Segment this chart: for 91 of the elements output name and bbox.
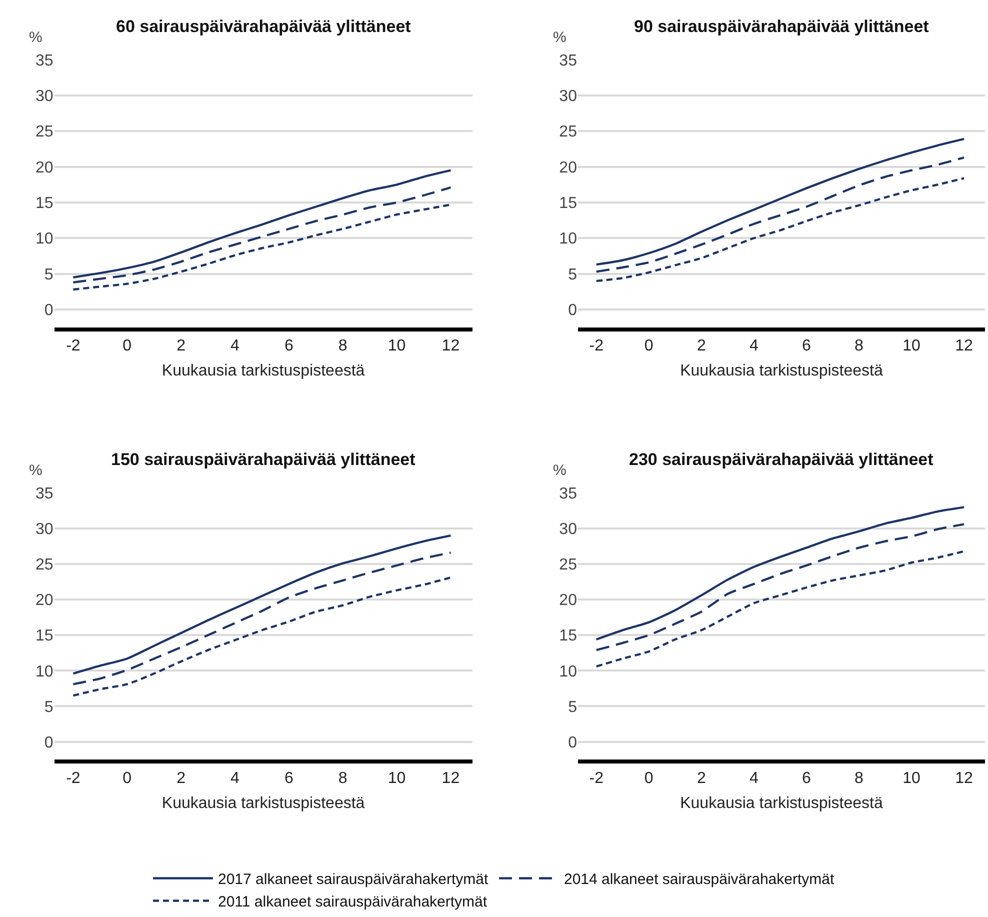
line-series xyxy=(72,552,452,686)
x-tick-label: 8 xyxy=(854,770,864,787)
x-axis-title: Kuukausia tarkistuspisteestä xyxy=(680,362,883,380)
y-tick-label: 10 xyxy=(559,230,578,248)
x-tick-label: -2 xyxy=(589,770,604,787)
y-axis-title: % xyxy=(29,29,42,46)
y-tick-label: 15 xyxy=(36,195,54,212)
legend-label: 2011 alkaneet sairauspäivärahakertymät xyxy=(218,894,488,911)
x-tick-label: 8 xyxy=(854,338,864,355)
y-tick-label: 30 xyxy=(559,88,578,106)
y-tick-label: 10 xyxy=(36,663,54,680)
x-tick-label: 10 xyxy=(902,338,920,355)
line-series xyxy=(595,138,966,266)
x-tick-label: 4 xyxy=(749,770,758,787)
chart-title: 60 sairauspäivärahapäivää ylittäneet xyxy=(116,17,412,36)
x-tick-label: 12 xyxy=(955,338,974,355)
x-axis-title: Kuukausia tarkistuspisteestä xyxy=(162,794,365,812)
chart-title: 230 sairauspäivärahapäivää ylittäneet xyxy=(629,450,934,469)
line-series xyxy=(72,204,452,291)
x-tick-label: 0 xyxy=(122,338,132,355)
y-tick-label: 10 xyxy=(36,230,54,248)
chart-title: 90 sairauspäivärahapäivää ylittäneet xyxy=(634,17,930,36)
x-tick-label: 2 xyxy=(176,338,186,355)
y-tick-label: 5 xyxy=(568,698,578,716)
line-series xyxy=(595,523,966,652)
line-series xyxy=(595,156,966,273)
legend-label: 2017 alkaneet sairauspäivärahakertymät xyxy=(218,871,489,888)
y-tick-label: 0 xyxy=(568,734,578,752)
x-tick-label: -2 xyxy=(66,770,80,787)
x-axis-title: Kuukausia tarkistuspisteestä xyxy=(680,794,883,812)
y-tick-label: 20 xyxy=(559,159,578,176)
y-tick-label: 25 xyxy=(559,556,578,574)
line-series xyxy=(595,177,966,282)
y-axis-title: % xyxy=(29,462,42,479)
x-tick-label: -2 xyxy=(589,338,604,355)
x-tick-label: 6 xyxy=(284,338,294,355)
line-series xyxy=(72,186,452,284)
y-tick-label: 20 xyxy=(36,592,54,610)
y-tick-label: 20 xyxy=(559,592,578,610)
y-tick-label: 25 xyxy=(36,556,54,574)
y-axis-title: % xyxy=(553,29,566,46)
x-tick-label: 8 xyxy=(338,338,348,355)
x-tick-label: 2 xyxy=(696,338,706,355)
x-tick-label: 6 xyxy=(802,338,812,355)
y-tick-label: 25 xyxy=(559,124,578,141)
x-tick-label: 0 xyxy=(644,770,654,787)
y-tick-label: 30 xyxy=(36,521,54,538)
y-axis-title: % xyxy=(553,462,566,479)
y-tick-label: 35 xyxy=(36,52,54,70)
line-series xyxy=(72,169,452,278)
y-tick-label: 35 xyxy=(559,486,578,503)
y-tick-label: 0 xyxy=(44,302,54,320)
y-tick-label: 30 xyxy=(559,521,578,538)
y-tick-label: 30 xyxy=(36,88,54,106)
x-tick-label: 8 xyxy=(338,770,348,787)
line-series xyxy=(72,576,452,697)
y-tick-label: 35 xyxy=(36,486,54,503)
y-tick-label: 15 xyxy=(36,628,54,645)
y-tick-label: 25 xyxy=(36,124,54,141)
x-tick-label: 4 xyxy=(230,770,240,787)
y-tick-label: 35 xyxy=(559,52,578,70)
y-tick-label: 10 xyxy=(559,663,578,680)
y-tick-label: 5 xyxy=(568,266,578,284)
line-series xyxy=(595,550,966,668)
x-tick-label: 10 xyxy=(388,338,406,355)
y-tick-label: 0 xyxy=(568,302,578,320)
x-tick-label: 4 xyxy=(230,338,240,355)
y-tick-label: 20 xyxy=(36,159,54,176)
x-tick-label: 0 xyxy=(122,770,132,787)
x-tick-label: 6 xyxy=(802,770,812,787)
x-tick-label: 4 xyxy=(749,338,758,355)
x-tick-label: 0 xyxy=(644,338,654,355)
x-tick-label: 12 xyxy=(442,338,460,355)
x-tick-label: 10 xyxy=(388,770,406,787)
x-tick-label: 10 xyxy=(902,770,920,787)
x-tick-label: 2 xyxy=(696,770,706,787)
y-tick-label: 5 xyxy=(44,266,54,284)
x-tick-label: -2 xyxy=(66,338,80,355)
y-tick-label: 0 xyxy=(44,734,54,752)
line-series xyxy=(595,506,966,641)
x-tick-label: 12 xyxy=(442,770,460,787)
chart-title: 150 sairauspäivärahapäivää ylittäneet xyxy=(111,450,416,469)
x-tick-label: 2 xyxy=(176,770,186,787)
x-axis-title: Kuukausia tarkistuspisteestä xyxy=(162,362,365,380)
y-tick-label: 5 xyxy=(44,698,54,716)
legend-label: 2014 alkaneet sairauspäivärahakertymät xyxy=(564,871,835,888)
line-series xyxy=(72,534,452,675)
y-tick-label: 15 xyxy=(559,195,578,212)
x-tick-label: 12 xyxy=(955,770,974,787)
x-tick-label: 6 xyxy=(284,770,294,787)
y-tick-label: 15 xyxy=(559,628,578,645)
